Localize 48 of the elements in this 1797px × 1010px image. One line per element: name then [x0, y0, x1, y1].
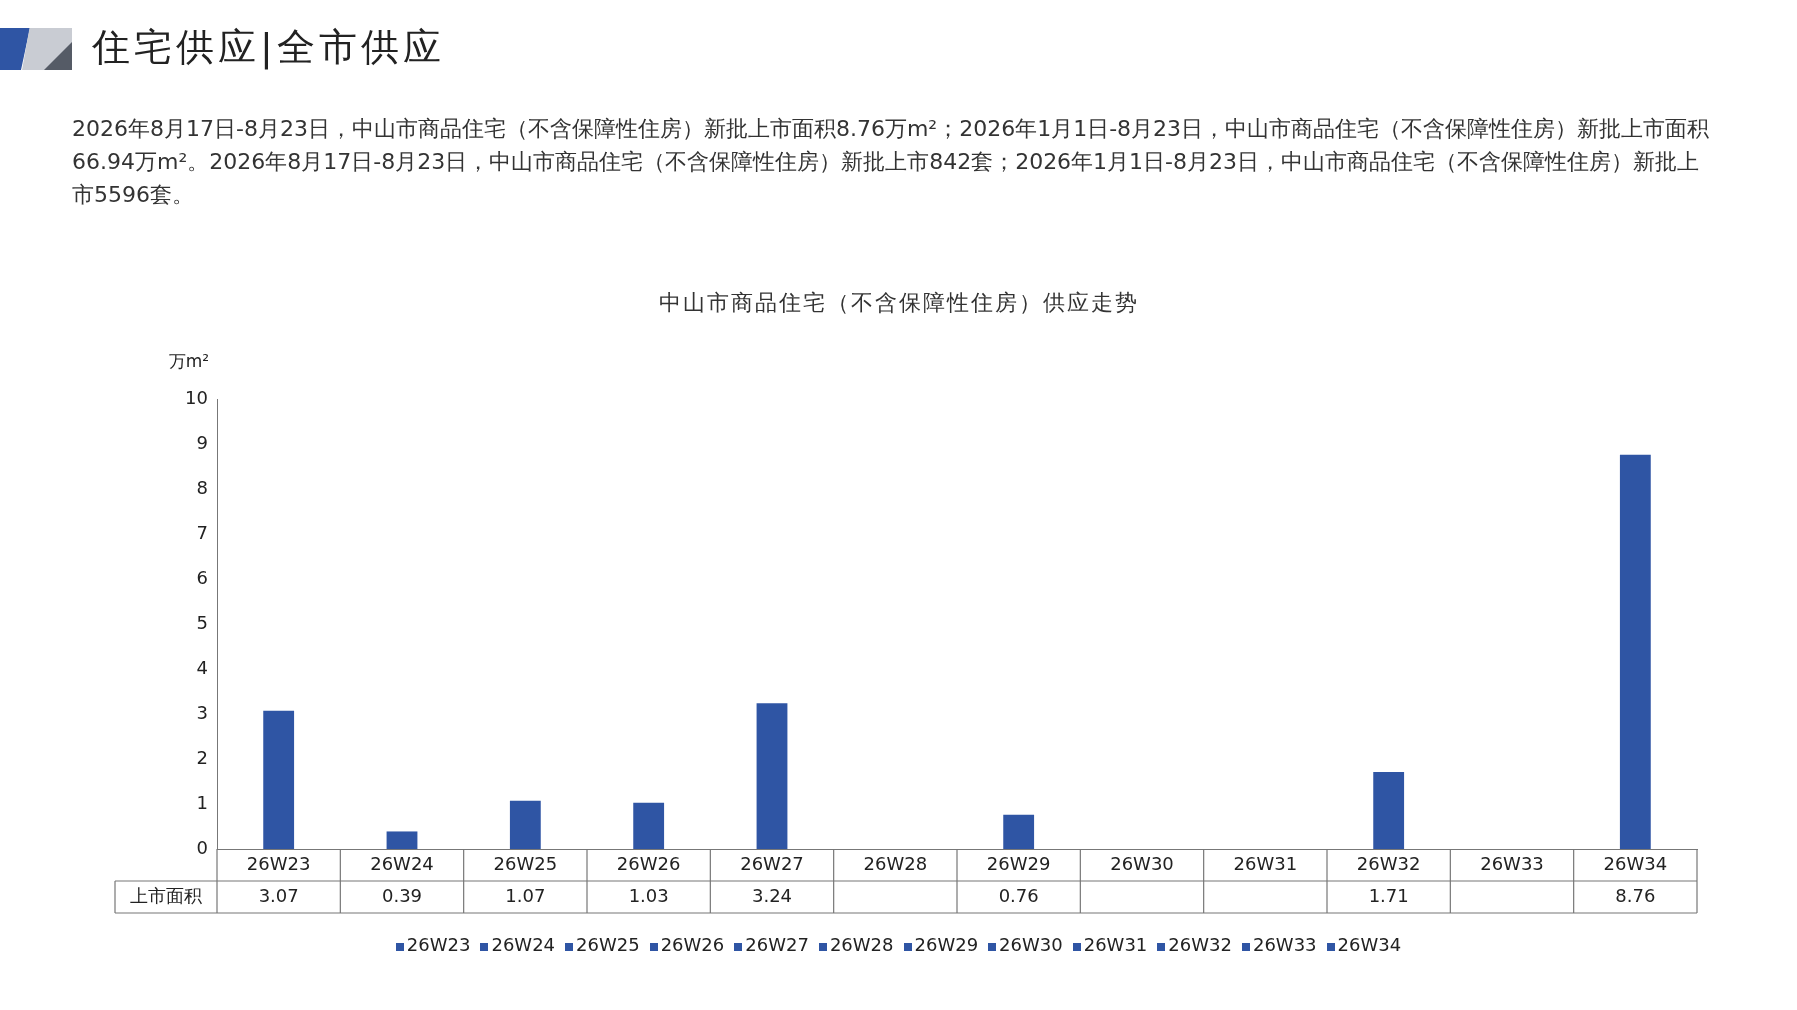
category-label: 26W33	[1252, 934, 1317, 955]
x-tick-label: 26W27	[740, 853, 804, 875]
category-label: 26W26	[660, 934, 725, 955]
y-tick-label: 9	[196, 431, 208, 453]
x-tick-label: 26W24	[370, 853, 434, 875]
y-tick-label: 1	[196, 791, 208, 813]
data-label: 1.07	[505, 884, 546, 906]
y-tick-label: 10	[185, 386, 208, 408]
y-tick-label: 6	[196, 566, 208, 588]
category-label: 26W24	[491, 934, 556, 955]
category-label: 26W28	[829, 934, 894, 955]
data-label: 0.76	[998, 884, 1039, 906]
x-tick-label: 26W31	[1233, 853, 1298, 875]
x-tick-label: 26W32	[1356, 853, 1421, 875]
x-tick-label: 26W26	[616, 853, 681, 875]
x-tick-label: 26W30	[1110, 853, 1174, 875]
y-axis-title: 万m²	[168, 350, 209, 371]
data-label: 1.71	[1368, 884, 1409, 906]
category-label: 26W32	[1168, 934, 1232, 955]
category-label: 26W29	[914, 934, 979, 955]
text: 住宅供应|全市供应	[92, 24, 445, 72]
x-tick-label: 26W23	[246, 853, 311, 875]
y-tick-label: 5	[196, 611, 208, 633]
x-tick-label: 26W28	[863, 853, 928, 875]
y-tick-label: 4	[196, 656, 208, 678]
data-label: 8.76	[1615, 884, 1656, 906]
x-tick-label: 26W25	[493, 853, 558, 875]
y-tick-label: 0	[196, 836, 208, 858]
text: 2026年8月17日-8月23日，中山市商品住宅（不含保障性住房）新批上市面积8.76万m²；2026年1月1日-8月23日，中山市商品住宅（不含保障性住房）新批上市面积66.94万m²。2026年8月17日-8月23日，中山市商品住宅（不含保障性住房）新批上市842套；2026年1月1日-8月23日，中山市商品住宅（不含保障性住房）新批上市5596套。	[72, 115, 1711, 209]
data-label: 3.24	[751, 884, 793, 906]
y-tick-label: 3	[196, 701, 208, 723]
data-label: 0.39	[381, 884, 423, 906]
category-label: 26W23	[406, 934, 471, 955]
data-label: 1.03	[628, 884, 669, 906]
x-tick-label: 26W34	[1603, 853, 1668, 875]
y-tick-label: 8	[196, 476, 208, 498]
category-label: 26W25	[576, 934, 640, 955]
data-label: 3.07	[258, 884, 299, 906]
chart-title: 中山市商品住宅（不含保障性住房）供应走势	[657, 289, 1140, 317]
y-tick-label: 2	[196, 746, 208, 768]
category-label: 26W27	[745, 934, 809, 955]
text: 上市面积	[130, 884, 202, 906]
category-label: 26W30	[999, 934, 1063, 955]
y-tick-label: 7	[196, 521, 208, 543]
category-label: 26W34	[1337, 934, 1402, 955]
x-tick-label: 26W33	[1480, 853, 1544, 875]
category-label: 26W31	[1083, 934, 1148, 955]
x-tick-label: 26W29	[986, 853, 1051, 875]
